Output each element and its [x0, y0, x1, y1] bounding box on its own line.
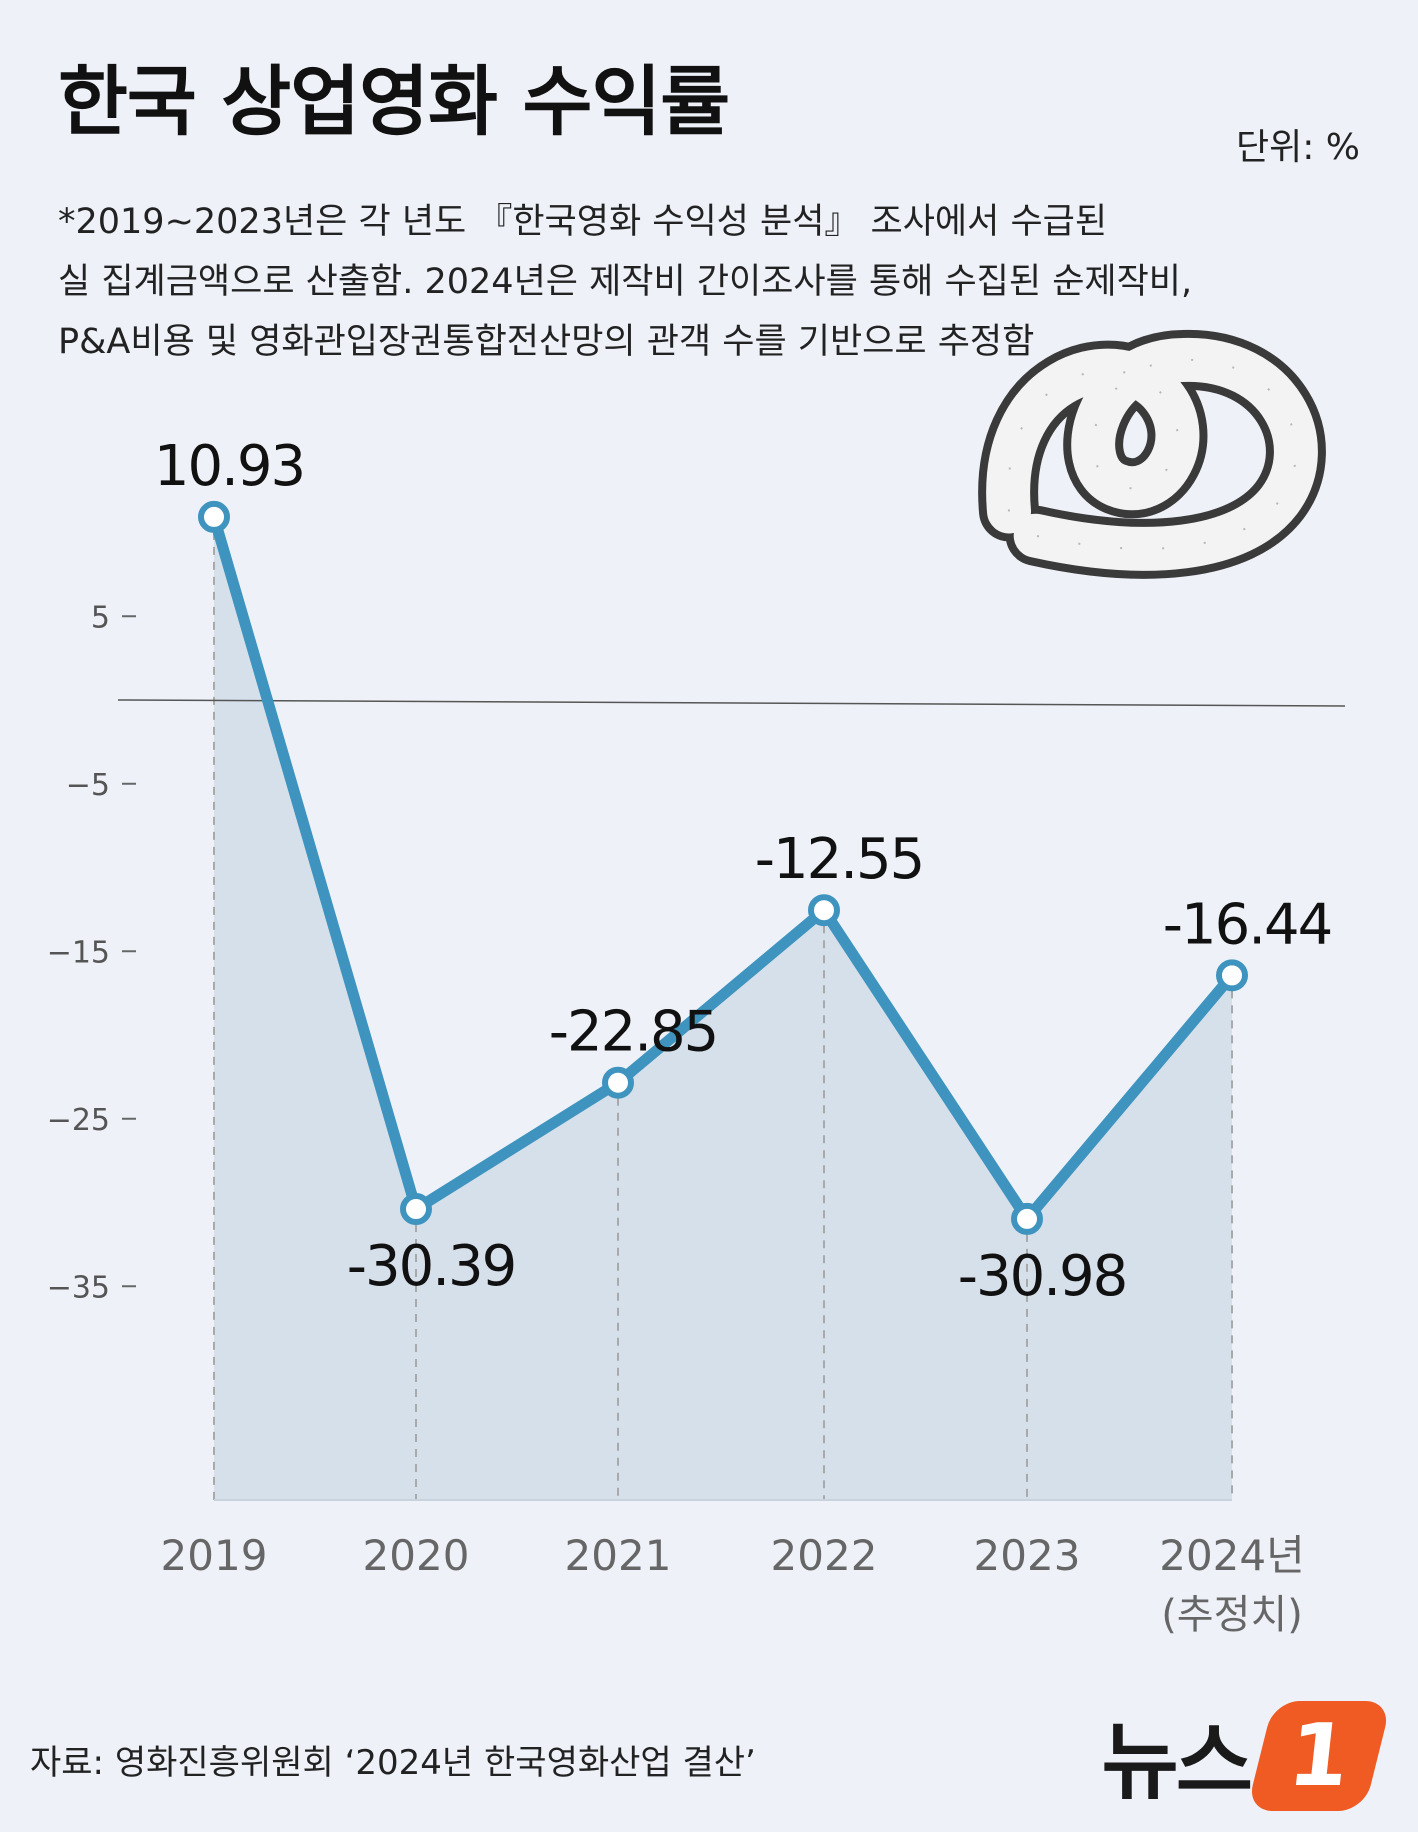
data-point — [400, 1193, 432, 1226]
x-tick-label: 2023 — [974, 1531, 1081, 1580]
x-tick-label: 2022 — [771, 1531, 878, 1580]
x-tick-label: 2021 — [565, 1531, 672, 1580]
method-note: *2019~2023년은 각 년도 『한국영화 수익성 분석』 조사에서 수급된… — [58, 192, 1348, 372]
x-tick-sublabel: (추정치) — [1161, 1592, 1303, 1638]
data-label: 10.93 — [154, 434, 304, 499]
data-point — [808, 894, 840, 927]
chart-title: 한국 상업영화 수익률 — [58, 57, 730, 146]
zero-reference-line — [117, 699, 1346, 707]
data-point — [198, 500, 230, 533]
data-point — [602, 1066, 634, 1099]
y-tick-label: −25 — [47, 1103, 110, 1138]
x-tick-label: 2024년 — [1159, 1531, 1305, 1580]
y-tick-label: −15 — [47, 935, 110, 970]
data-label: -22.85 — [549, 1000, 718, 1065]
data-point — [1011, 1202, 1043, 1235]
film-reel-icon — [978, 329, 1326, 579]
series-line — [208, 511, 1238, 1225]
method-note-line: 실 집계금액으로 산출함. 2024년은 제작비 간이조사를 통해 수집된 순제… — [58, 262, 1193, 302]
unit-label: 단위: % — [1235, 127, 1360, 168]
x-tick-label: 2020 — [363, 1531, 470, 1580]
data-label: -30.98 — [958, 1244, 1127, 1309]
y-tick-label: −5 — [66, 768, 110, 803]
method-note-line: P&A비용 및 영화관입장권통합전산망의 관객 수를 기반으로 추정함 — [58, 322, 1035, 362]
series-area — [214, 516, 1232, 1500]
y-tick-label: 5 — [91, 600, 110, 635]
x-tick-label: 2019 — [161, 1531, 268, 1580]
logo-wordmark: 뉴스 — [1101, 1713, 1253, 1811]
y-tick-label: −35 — [47, 1270, 110, 1305]
data-point — [1216, 959, 1248, 992]
source-note: 자료: 영화진흥위원회 ‘2024년 한국영화산업 결산’ — [30, 1743, 756, 1783]
news1-logo: 뉴스 1 — [1101, 1695, 1392, 1816]
data-label: -16.44 — [1163, 892, 1332, 957]
method-note-line: *2019~2023년은 각 년도 『한국영화 수익성 분석』 조사에서 수급된 — [58, 202, 1108, 242]
logo-mark: 1 — [1246, 1700, 1392, 1811]
data-label: -30.39 — [347, 1234, 516, 1299]
data-label: -12.55 — [755, 827, 924, 892]
logo-mark-number: 1 — [1283, 1705, 1355, 1806]
